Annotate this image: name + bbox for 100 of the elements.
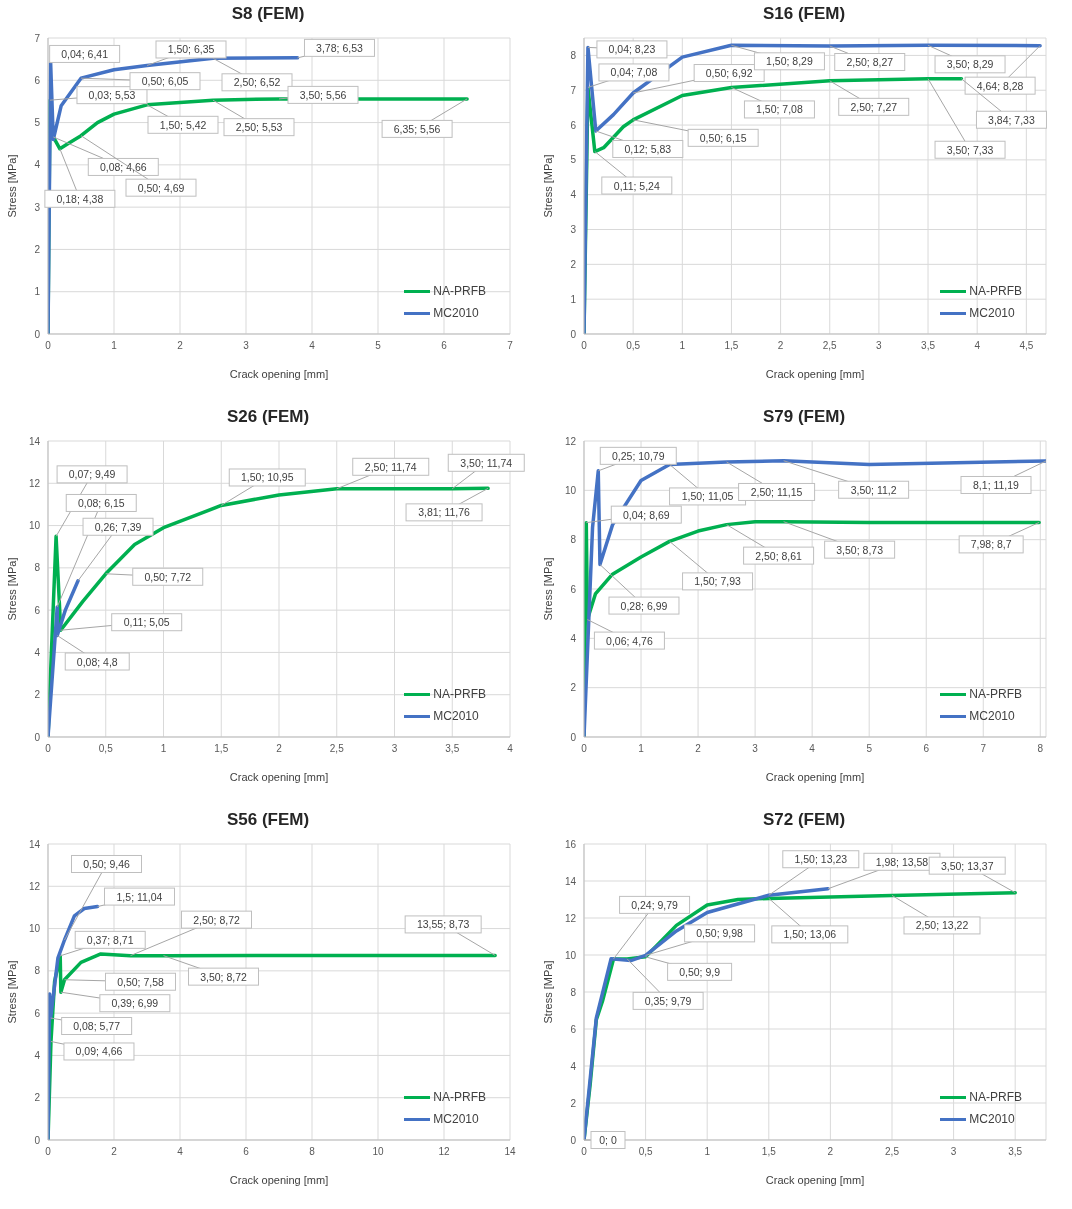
x-tick-label: 1 bbox=[160, 743, 167, 755]
annotation: 3,50; 8,73 bbox=[836, 543, 884, 556]
chart-title: S26 (FEM) bbox=[225, 406, 311, 428]
annotation: 3,50; 11,74 bbox=[460, 456, 513, 469]
annotation: 0,50; 9,9 bbox=[679, 965, 721, 978]
annotation: 0,39; 6,99 bbox=[111, 997, 159, 1010]
x-tick-label: 8 bbox=[309, 1146, 316, 1158]
x-tick-label: 6 bbox=[923, 743, 930, 755]
x-tick-label: 12 bbox=[438, 1146, 450, 1158]
annotation: 0,25; 10,79 bbox=[611, 449, 665, 462]
y-tick-label: 14 bbox=[28, 435, 41, 447]
x-tick-label: 3,5 bbox=[445, 743, 460, 755]
x-axis-title: Crack opening [mm] bbox=[765, 771, 865, 783]
x-tick-label: 3 bbox=[243, 340, 250, 352]
y-tick-label: 4 bbox=[34, 1049, 41, 1061]
x-tick-label: 0 bbox=[581, 340, 588, 352]
annotation: 0,28; 6,99 bbox=[620, 599, 668, 612]
legend-label: NA-PRFB bbox=[433, 284, 486, 298]
annotation: 3,50; 7,33 bbox=[946, 143, 994, 156]
x-tick-label: 3 bbox=[876, 340, 883, 352]
x-tick-label: 1 bbox=[704, 1146, 711, 1158]
x-tick-label: 4 bbox=[974, 340, 981, 352]
y-tick-label: 12 bbox=[564, 912, 577, 924]
legend-label: NA-PRFB bbox=[433, 687, 486, 701]
legend-label: MC2010 bbox=[433, 1112, 479, 1126]
y-tick-label: 2 bbox=[34, 1092, 41, 1104]
x-tick-label: 2 bbox=[827, 1146, 834, 1158]
annotation: 2,50; 11,15 bbox=[750, 485, 803, 498]
y-tick-label: 6 bbox=[570, 583, 577, 595]
x-tick-label: 1 bbox=[638, 743, 645, 755]
annotation: 0,07; 9,49 bbox=[68, 468, 116, 481]
x-tick-label: 0 bbox=[45, 743, 52, 755]
y-tick-label: 4 bbox=[570, 632, 577, 644]
y-tick-label: 10 bbox=[28, 520, 41, 532]
x-axis-title: Crack opening [mm] bbox=[765, 1174, 865, 1186]
x-tick-label: 2 bbox=[177, 340, 184, 352]
annotation: 7,98; 8,7 bbox=[970, 538, 1012, 551]
y-tick-label: 0 bbox=[570, 328, 577, 340]
y-axis-title: Stress [MPa] bbox=[5, 154, 18, 218]
x-tick-label: 2,5 bbox=[885, 1146, 900, 1158]
y-tick-label: 12 bbox=[28, 880, 41, 892]
annotation: 0,50; 6,05 bbox=[141, 75, 189, 88]
y-tick-label: 0 bbox=[34, 1134, 41, 1146]
annotation: 0,06; 4,76 bbox=[606, 634, 653, 647]
x-tick-label: 6 bbox=[441, 340, 448, 352]
x-tick-label: 10 bbox=[372, 1146, 384, 1158]
annotation: 3,50; 5,56 bbox=[299, 88, 347, 101]
annotation: 0,50; 9,98 bbox=[696, 927, 744, 940]
annotation: 0,37; 8,71 bbox=[86, 933, 134, 946]
y-tick-label: 4 bbox=[34, 159, 41, 171]
annotation: 1,50; 5,42 bbox=[159, 118, 207, 131]
annotation: 1,5; 11,04 bbox=[116, 890, 163, 903]
annotation: 0,08; 5,77 bbox=[73, 1020, 121, 1033]
annotation: 0,50; 7,58 bbox=[117, 975, 165, 988]
annotation: 1,50; 7,08 bbox=[756, 103, 803, 116]
legend-label: MC2010 bbox=[969, 1112, 1015, 1126]
y-tick-label: 2 bbox=[570, 682, 577, 694]
annotation: 0,50; 6,92 bbox=[705, 67, 753, 80]
x-tick-label: 4 bbox=[309, 340, 316, 352]
y-tick-label: 6 bbox=[34, 1007, 41, 1019]
annotation: 0,18; 4,38 bbox=[56, 192, 104, 205]
annotation: 2,50; 8,27 bbox=[846, 56, 894, 69]
y-tick-label: 2 bbox=[570, 258, 577, 270]
x-tick-label: 0 bbox=[45, 340, 52, 352]
y-tick-label: 7 bbox=[570, 84, 577, 96]
y-tick-label: 10 bbox=[28, 923, 41, 935]
x-tick-label: 7 bbox=[507, 340, 514, 352]
x-tick-label: 0 bbox=[581, 743, 588, 755]
x-tick-label: 1,5 bbox=[761, 1146, 777, 1158]
x-axis-title: Crack opening [mm] bbox=[229, 368, 329, 380]
y-tick-label: 10 bbox=[564, 949, 577, 961]
chart-title: S8 (FEM) bbox=[230, 3, 306, 25]
annotation: 2,50; 8,61 bbox=[755, 549, 803, 562]
y-tick-label: 4 bbox=[570, 189, 577, 201]
y-tick-label: 6 bbox=[34, 604, 41, 616]
legend-label: NA-PRFB bbox=[433, 1090, 486, 1104]
annotation: 3,50; 8,72 bbox=[200, 970, 248, 983]
x-tick-label: 1,5 bbox=[214, 743, 229, 755]
y-tick-label: 5 bbox=[34, 117, 41, 129]
y-axis-title: Stress [MPa] bbox=[5, 557, 18, 621]
annotation: 0,04; 8,23 bbox=[608, 43, 656, 56]
y-tick-label: 8 bbox=[570, 49, 577, 61]
x-tick-label: 4 bbox=[177, 1146, 184, 1158]
x-axis-title: Crack opening [mm] bbox=[229, 1174, 329, 1186]
annotation: 2,50; 7,27 bbox=[850, 100, 898, 113]
annotation: 0,08; 4,8 bbox=[76, 655, 118, 668]
y-tick-label: 12 bbox=[564, 435, 577, 447]
annotation: 1,50; 13,23 bbox=[794, 853, 848, 866]
x-tick-label: 0 bbox=[581, 1146, 588, 1158]
y-axis-title: Stress [MPa] bbox=[541, 557, 554, 621]
annotation: 3,81; 11,76 bbox=[418, 506, 471, 519]
annotation: 0,08; 4,66 bbox=[99, 160, 147, 173]
y-tick-label: 6 bbox=[570, 1023, 577, 1035]
y-tick-label: 10 bbox=[564, 484, 577, 496]
y-tick-label: 8 bbox=[570, 534, 577, 546]
annotation: 1,50; 6,35 bbox=[167, 43, 215, 56]
x-tick-label: 7 bbox=[980, 743, 987, 755]
annotation: 8,1; 11,19 bbox=[973, 478, 1020, 491]
annotation: 0,50; 7,72 bbox=[144, 570, 192, 583]
annotation: 1,50; 8,29 bbox=[766, 55, 813, 68]
